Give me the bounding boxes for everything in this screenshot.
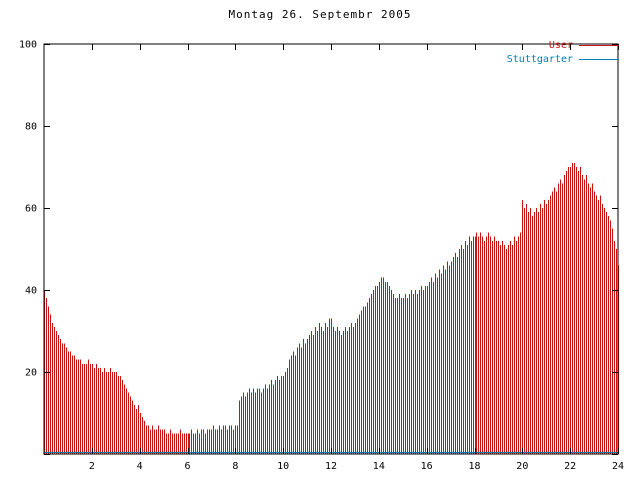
x-tick-labels: 2 4 6 8 10 12 14 16 18 20 22 24 (89, 461, 624, 472)
legend-label-stuttgarter: Stuttgarter (506, 53, 573, 65)
y-tick-labels: 20 40 60 80 100 (19, 40, 37, 379)
y-tick-label: 60 (25, 204, 37, 215)
legend-item-user: User (507, 39, 619, 51)
x-tick-label: 8 (232, 461, 238, 472)
legend-line-sample-user (579, 44, 619, 46)
legend: User Stuttgarter (507, 39, 619, 65)
bars-user (44, 162, 619, 454)
x-tick-label: 22 (564, 461, 576, 472)
x-ticks (92, 44, 619, 454)
chart-title: Montag 26. Septembr 2005 (228, 8, 412, 21)
x-tick-label: 16 (421, 461, 433, 472)
x-tick-label: 2 (89, 461, 95, 472)
x-tick-label: 24 (612, 461, 624, 472)
x-tick-label: 10 (277, 461, 289, 472)
x-tick-label: 20 (516, 461, 528, 472)
y-tick-label: 80 (25, 122, 37, 133)
legend-line-sample-stuttgarter (579, 58, 619, 60)
y-tick-label: 40 (25, 286, 37, 297)
legend-item-stuttgarter: Stuttgarter (507, 53, 619, 65)
x-tick-label: 4 (137, 461, 143, 472)
y-tick-label: 100 (19, 40, 37, 51)
x-tick-label: 14 (373, 461, 385, 472)
x-tick-label: 18 (468, 461, 480, 472)
legend-label-user: User (548, 39, 573, 51)
y-tick-label: 20 (25, 368, 37, 379)
x-tick-label: 12 (325, 461, 337, 472)
x-tick-label: 6 (184, 461, 190, 472)
